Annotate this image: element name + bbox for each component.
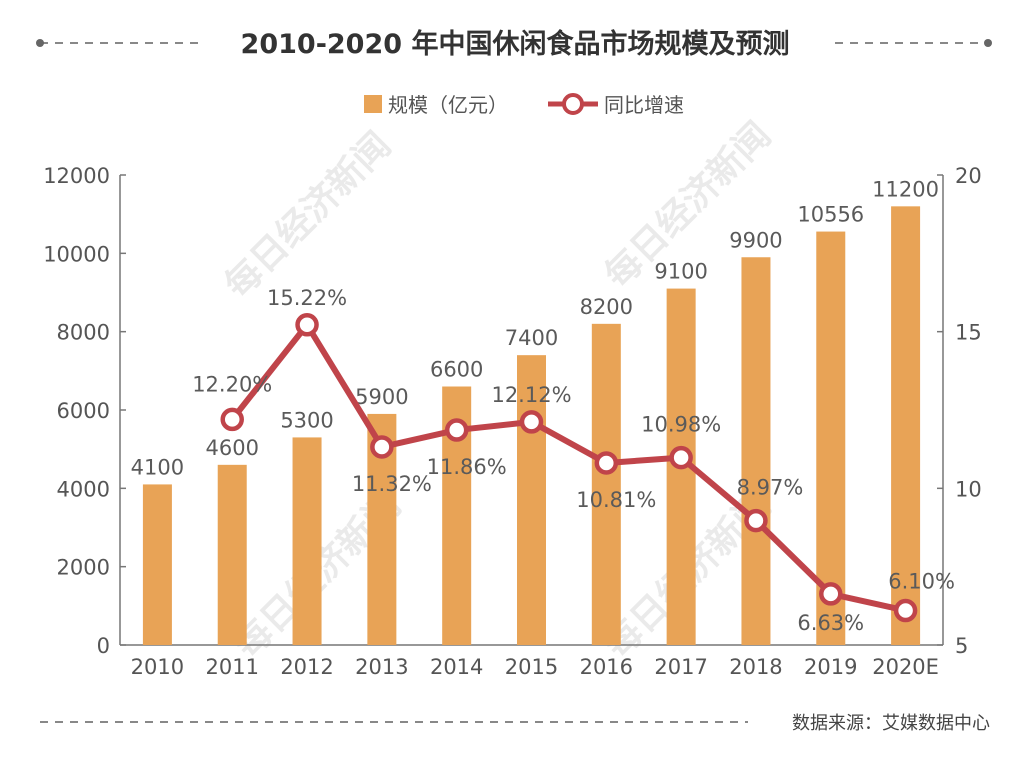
left-tick-label: 10000 <box>43 242 110 266</box>
growth-value-label: 12.20% <box>192 372 272 396</box>
bar <box>741 257 771 645</box>
legend-line-marker <box>562 93 584 115</box>
source-footer: 数据来源：艾媒数据中心 <box>40 713 990 734</box>
bar-series <box>142 206 921 646</box>
x-tick-label: 2013 <box>355 655 408 679</box>
growth-point <box>370 435 394 459</box>
x-tick-label: 2019 <box>804 655 857 679</box>
legend-bar-label: 规模（亿元） <box>388 93 508 117</box>
growth-point <box>744 508 768 533</box>
x-tick-label: 2014 <box>430 655 483 679</box>
right-tick-label: 5 <box>955 634 968 658</box>
bar <box>142 484 172 645</box>
legend-bar-swatch <box>364 95 382 113</box>
x-tick-label: 2012 <box>280 655 333 679</box>
left-axis-ticks: 0 2000 4000 6000 8000 10000 12000 <box>43 164 126 658</box>
growth-value-label: 10.81% <box>576 488 656 512</box>
growth-point <box>295 313 319 337</box>
line-series <box>220 313 918 623</box>
growth-point <box>444 418 469 442</box>
bar <box>591 323 621 645</box>
bar-value-label: 6600 <box>430 358 483 382</box>
left-tick-label: 2000 <box>57 556 110 580</box>
bar-value-label: 5900 <box>355 385 408 409</box>
x-tick-label: 2018 <box>729 655 782 679</box>
growth-value-label: 15.22% <box>267 286 347 310</box>
bar-value-label: 11200 <box>872 177 939 201</box>
chart-title: 2010-2020 年中国休闲食品市场规模及预测 <box>241 28 790 60</box>
x-tick-label: 2010 <box>131 655 184 679</box>
bar <box>292 437 322 645</box>
bar <box>891 206 921 646</box>
bar <box>517 355 546 645</box>
left-tick-label: 12000 <box>43 164 110 188</box>
bar-value-label: 9100 <box>654 260 707 284</box>
growth-value-label: 11.86% <box>427 455 507 479</box>
right-tick-label: 20 <box>955 164 982 188</box>
x-tick-label: 2020E <box>872 655 939 679</box>
bar-labels: 4100 4600 5300 5900 6600 7400 8200 9100 9900 1055… <box>131 177 939 479</box>
growth-point <box>594 451 619 475</box>
x-tick-label: 2015 <box>505 655 558 679</box>
watermark-1: 每日经济新闻 <box>217 125 399 307</box>
bar <box>217 464 247 645</box>
x-tick-label: 2017 <box>654 655 707 679</box>
left-tick-label: 4000 <box>57 477 110 501</box>
line-labels: 12.20% 15.22% 11.32%11.86% 12.12% 10.81% 10.9… <box>192 286 955 635</box>
legend-line-label: 同比增速 <box>604 93 684 117</box>
right-tick-label: 15 <box>955 321 982 345</box>
growth-value-label: 11.32% <box>352 472 432 496</box>
legend: 规模（亿元） 同比增速 <box>364 93 684 117</box>
left-tick-label: 6000 <box>57 399 110 423</box>
growth-value-label: 6.63% <box>797 611 864 635</box>
bar-value-label: 4100 <box>131 455 184 479</box>
bar <box>816 231 846 645</box>
bar-value-label: 8200 <box>580 295 633 319</box>
x-tick-label: 2011 <box>206 655 259 679</box>
x-axis-ticks: 2010 2011 2012 2013 2014 2015 2016 2017 2018 2019… <box>131 639 939 679</box>
growth-line <box>229 321 907 614</box>
growth-point <box>819 582 843 606</box>
title-group: 2010-2020 年中国休闲食品市场规模及预测 <box>36 28 992 60</box>
left-tick-label: 0 <box>97 634 110 658</box>
bar-value-label: 4600 <box>206 436 259 460</box>
growth-value-label: 12.12% <box>491 383 571 407</box>
growth-value-label: 8.97% <box>737 476 804 500</box>
right-axis-ticks: 5 10 15 20 <box>937 164 982 658</box>
growth-value-label: 6.10% <box>888 570 955 594</box>
x-tick-label: 2016 <box>580 655 633 679</box>
growth-point <box>220 407 244 432</box>
left-tick-label: 8000 <box>57 321 110 345</box>
right-tick-label: 10 <box>955 477 982 501</box>
bar-value-label: 10556 <box>797 203 864 227</box>
growth-point <box>519 410 544 434</box>
bar-value-label: 7400 <box>505 326 558 350</box>
growth-value-label: 10.98% <box>641 413 721 437</box>
title-rule-right-dot <box>984 39 992 47</box>
bar-value-label: 9900 <box>729 228 782 252</box>
bar-value-label: 5300 <box>280 408 333 432</box>
title-rule-left-dot <box>36 39 44 47</box>
source-text: 数据来源：艾媒数据中心 <box>792 713 990 734</box>
growth-point <box>893 598 918 623</box>
growth-point <box>669 445 693 470</box>
